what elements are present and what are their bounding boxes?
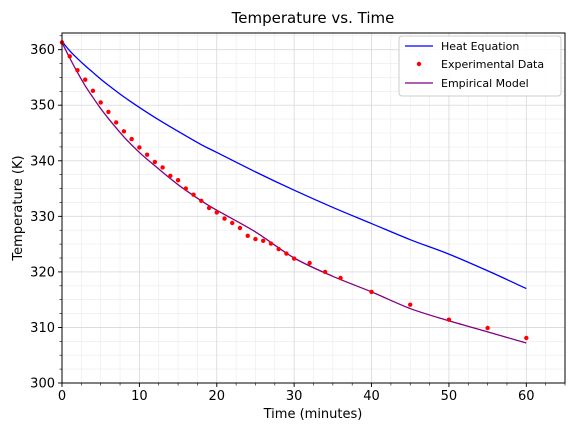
series-line-empirical-model: [61, 42, 527, 344]
x-tick-label: 10: [131, 389, 148, 404]
y-tick-label: 330: [30, 210, 55, 225]
data-point-experimental-data: [168, 173, 173, 178]
legend-label-experimental-data: Experimental Data: [441, 58, 544, 71]
data-point-experimental-data: [276, 246, 281, 252]
ticks-layer: 0 10 20 30 40 50 60 300 310 320 330 340 350 360: [30, 35, 566, 404]
data-point-experimental-data: [106, 109, 111, 115]
x-tick-label: 30: [286, 389, 303, 404]
data-point-experimental-data: [245, 233, 250, 238]
data-point-experimental-data: [291, 256, 297, 261]
data-point-experimental-data: [222, 216, 227, 221]
data-point-experimental-data: [75, 68, 80, 73]
data-point-experimental-data: [199, 198, 204, 203]
data-point-experimental-data: [152, 159, 158, 165]
series-layer: [59, 40, 529, 344]
y-tick-label: 320: [30, 265, 55, 280]
data-point-experimental-data: [67, 54, 72, 59]
data-point-experimental-data: [137, 145, 142, 150]
x-tick-label: 20: [208, 389, 225, 404]
legend: Heat Equation Experimental Data Empirica…: [398, 35, 562, 97]
data-point-experimental-data: [322, 269, 328, 275]
x-tick-label: 60: [518, 389, 535, 404]
data-point-experimental-data: [214, 210, 219, 215]
data-point-experimental-data: [183, 186, 189, 191]
data-point-experimental-data: [261, 238, 266, 243]
x-tick-label: 50: [441, 389, 458, 404]
data-point-experimental-data: [90, 88, 96, 93]
x-tick-label: 0: [58, 389, 66, 404]
data-point-experimental-data: [113, 120, 119, 125]
legend-label-empirical-model: Empirical Model: [441, 77, 529, 90]
legend-label-heat-equation: Heat Equation: [441, 40, 519, 53]
data-point-experimental-data: [237, 225, 243, 231]
legend-swatch-experimental-data: [416, 61, 422, 67]
data-point-experimental-data: [83, 77, 88, 82]
x-axis-label: Time (minutes): [263, 407, 363, 422]
data-point-experimental-data: [524, 335, 529, 341]
y-tick-label: 310: [30, 321, 55, 336]
y-tick-label: 350: [30, 99, 55, 114]
y-tick-label: 360: [30, 43, 55, 58]
data-point-experimental-data: [129, 136, 134, 142]
data-point-experimental-data: [446, 317, 452, 322]
x-tick-label: 40: [363, 389, 380, 404]
chart-title: Temperature vs. Time: [231, 9, 395, 27]
data-point-experimental-data: [338, 275, 343, 281]
data-point-experimental-data: [253, 236, 258, 242]
data-point-experimental-data: [206, 205, 212, 211]
data-point-experimental-data: [121, 129, 127, 134]
data-point-experimental-data: [485, 325, 490, 331]
data-point-experimental-data: [144, 152, 150, 157]
data-point-experimental-data: [307, 260, 312, 266]
data-point-experimental-data: [175, 178, 181, 183]
y-tick-label: 340: [30, 154, 55, 169]
series-line-heat-equation: [61, 40, 527, 290]
data-point-experimental-data: [160, 165, 165, 170]
legend-box: [398, 35, 562, 97]
data-point-experimental-data: [369, 289, 374, 295]
y-tick-label: 300: [30, 377, 55, 392]
data-point-experimental-data: [408, 302, 413, 307]
y-axis-label: Temperature (K): [11, 155, 26, 261]
data-point-experimental-data: [230, 220, 235, 226]
data-point-experimental-data: [268, 241, 274, 246]
data-point-experimental-data: [284, 251, 289, 256]
data-point-experimental-data: [191, 192, 196, 197]
data-point-experimental-data: [98, 100, 103, 105]
